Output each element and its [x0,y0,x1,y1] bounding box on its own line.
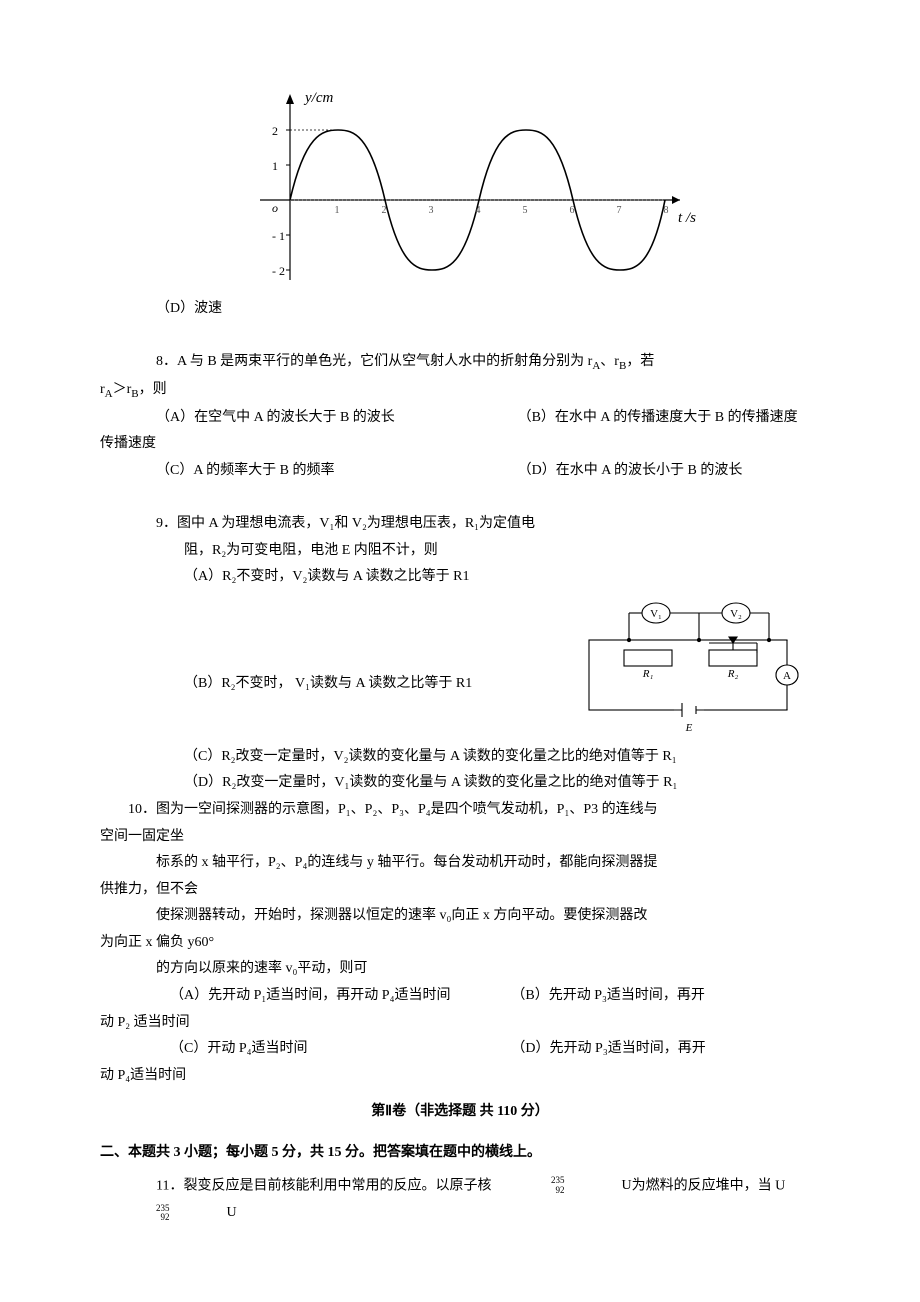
q10-l3: 使探测器转动，开始时，探测器以恒定的速率 v₀向正 x 方向平动。要使探测器改 [100,903,820,930]
q7-option-d: （D）波速 [100,296,820,323]
svg-text:V₂: V₂ [730,608,742,620]
q10-line-cd: （C）开动 P₄适当时间 （D）先开动 P₃适当时间，再开 [100,1036,820,1063]
q8-b-cont: 传播速度 [100,431,820,458]
svg-text:- 2: - 2 [272,264,285,278]
svg-text:6: 6 [570,205,575,216]
svg-text:1: 1 [335,205,340,216]
section-2-title: 第Ⅱ卷（非选择题 共 110 分） [100,1099,820,1126]
svg-text:R₂: R₂ [727,668,739,680]
q8-line-ab: （A）在空气中 A 的波长大于 B 的波长 （B）在水中 A 的传播速度大于 B… [100,405,820,432]
circuit-svg: V₁ V₂ R₁ R₂ A E [574,595,804,740]
svg-text:V₁: V₁ [650,608,662,620]
svg-text:E: E [685,722,693,734]
iso2-elem: U [171,1200,237,1227]
q8-option-c: （C）A 的频率大于 B 的频率 [100,458,518,485]
svg-text:2: 2 [272,124,278,138]
q10-option-c: （C）开动 P₄适当时间 [100,1036,511,1063]
svg-text:R₁: R₁ [642,668,654,680]
isotope-1: 23592U [495,1173,632,1200]
svg-text:7: 7 [617,205,622,216]
sub-b2: B [131,388,138,400]
q8-cm: ＞r [113,382,132,397]
svg-text:4: 4 [476,205,481,216]
sub-a2: A [105,388,113,400]
iso2-top: 235 [100,1204,170,1213]
svg-text:A: A [783,670,791,682]
wave-svg: 2 1 - 1 - 2 o y/cm t /s 1 2 3 4 5 6 7 8 [200,80,720,290]
svg-text:8: 8 [664,205,669,216]
q8-cpost: ，则 [139,382,167,397]
q9-stem-l2: 阻，R₂为可变电阻，电池 E 内阻不计，则 [100,538,820,565]
q11-pre: 11．裂变反应是目前核能利用中常用的反应。以原子核 [156,1178,491,1193]
circuit-diagram: V₁ V₂ R₁ R₂ A E [574,595,804,740]
q9-option-a: （A）R₂不变时，V₂读数与 A 读数之比等于 R1 [100,564,820,591]
svg-text:o: o [272,201,278,215]
svg-text:y/cm: y/cm [303,90,333,106]
iso1-elem: U [565,1173,631,1200]
iso1-bot: 92 [495,1186,565,1195]
q10-l1b: 空间一固定坐 [100,824,820,851]
q8-option-a: （A）在空气中 A 的波长大于 B 的波长 [100,405,518,432]
q9-option-c: （C）R₂改变一定量时，V₂读数的变化量与 A 读数的变化量之比的绝对值等于 R… [100,744,820,771]
q10-l1: 10．图为一空间探测器的示意图，P₁、P₂、P₃、P₄是四个喷气发动机，P₁、P… [100,797,820,824]
svg-text:t /s: t /s [678,210,696,226]
q10-d-tail: 动 P₄适当时间 [100,1063,820,1090]
q10-l2: 标系的 x 轴平行，P₂、P₄的连线与 y 轴平行。每台发动机开动时，都能向探测… [100,850,820,877]
q10-b-tail: 动 P₂ 适当时间 [100,1010,820,1037]
q11: 11．裂变反应是目前核能利用中常用的反应。以原子核 23592U为燃料的反应堆中… [100,1173,820,1227]
q8-option-d: （D）在水中 A 的波长小于 B 的波长 [518,458,820,485]
q10-l4: 的方向以原来的速率 v₀平动，则可 [100,956,820,983]
q9-option-d: （D）R₂改变一定量时，V₁读数的变化量与 A 读数的变化量之比的绝对值等于 R… [100,770,820,797]
svg-text:2: 2 [382,205,387,216]
q8-stem: 8．A 与 B 是两束平行的单色光，它们从空气射人水中的折射角分别为 rA、rB… [100,349,820,377]
svg-text:- 1: - 1 [272,229,285,243]
q9-stem-l1: 9．图中 A 为理想电流表，V₁和 V₂为理想电压表，R₁为定值电 [100,511,820,538]
q10-option-b: （B）先开动 P₃适当时间，再开 [511,983,820,1010]
q8-stem-text: 8．A 与 B 是两束平行的单色光，它们从空气射人水中的折射角分别为 r [156,354,592,369]
iso2-bot: 92 [100,1213,170,1222]
q8-option-b: （B）在水中 A 的传播速度大于 B 的传播速度 [518,405,820,432]
q8-tail1: 、r [600,354,619,369]
section-2-sub: 二、本题共 3 小题；每小题 5 分，共 15 分。把答案填在题中的横线上。 [100,1140,820,1167]
isotope-2: 23592U [100,1200,237,1227]
wave-chart: 2 1 - 1 - 2 o y/cm t /s 1 2 3 4 5 6 7 8 [200,80,720,290]
q8-line-cd: （C）A 的频率大于 B 的频率 （D）在水中 A 的波长小于 B 的波长 [100,458,820,485]
q10-option-a: （A）先开动 P₁适当时间，再开动 P₄适当时间 [100,983,511,1010]
q8-tail2: ，若 [626,354,654,369]
q8-cond: rA＞rB，则 [100,377,820,405]
q10-line-ab: （A）先开动 P₁适当时间，再开动 P₄适当时间 （B）先开动 P₃适当时间，再… [100,983,820,1010]
svg-text:5: 5 [523,205,528,216]
q10-option-d: （D）先开动 P₃适当时间，再开 [511,1036,820,1063]
q11-mid: 为燃料的反应堆中，当 U [632,1178,786,1193]
q10-l3b: 为向正 x 偏负 y60° [100,930,820,957]
q10-l2b: 供推力，但不会 [100,877,820,904]
svg-text:3: 3 [429,205,434,216]
svg-text:1: 1 [272,159,278,173]
iso1-top: 235 [495,1176,565,1185]
